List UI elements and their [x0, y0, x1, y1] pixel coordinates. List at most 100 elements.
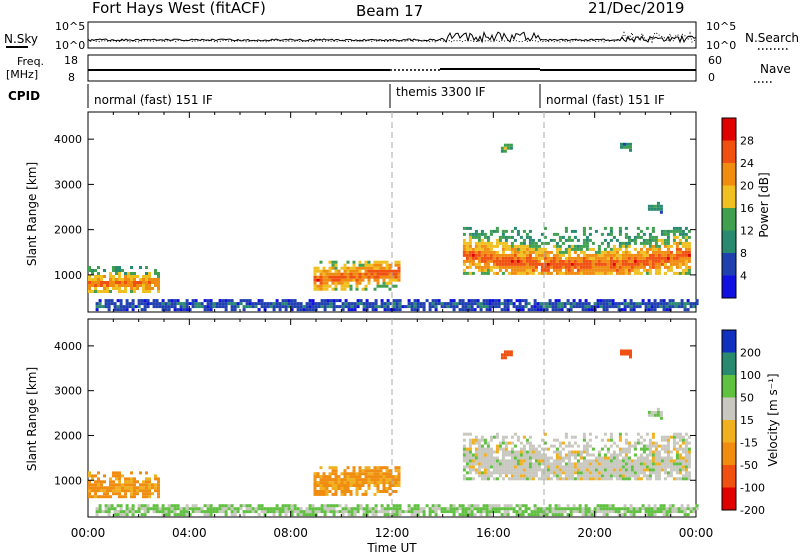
velocity-cell	[143, 504, 147, 508]
power-cell	[621, 262, 625, 266]
power-cell	[633, 235, 637, 239]
power-cell	[651, 265, 655, 269]
power-cell	[561, 235, 565, 239]
velocity-cell	[687, 474, 691, 478]
power-cell	[473, 302, 477, 306]
power-cell	[504, 244, 508, 248]
velocity-cell	[633, 465, 637, 469]
velocity-cell	[510, 456, 514, 460]
power-cell	[388, 281, 392, 285]
power-cell	[130, 275, 133, 278]
power-cell	[358, 278, 362, 282]
power-cell	[392, 305, 396, 309]
power-cell	[121, 278, 124, 281]
velocity-cell	[558, 444, 562, 448]
power-cell	[516, 265, 520, 269]
velocity-cell	[425, 504, 429, 508]
velocity-cell	[627, 471, 631, 475]
velocity-cell	[323, 513, 327, 517]
power-cell	[681, 241, 685, 245]
velocity-cell	[473, 513, 477, 517]
velocity-cell	[516, 471, 520, 475]
velocity-cell	[621, 462, 625, 466]
velocity-cell	[666, 441, 670, 445]
power-cell	[603, 238, 607, 242]
velocity-cell	[103, 495, 106, 499]
velocity-cell	[528, 468, 532, 472]
velocity-cell	[130, 489, 133, 493]
power-cell	[581, 308, 585, 312]
power-cell	[525, 250, 529, 254]
power-cell	[663, 265, 667, 269]
power-cell	[500, 149, 504, 153]
velocity-cell	[492, 450, 496, 454]
velocity-cell	[600, 459, 604, 463]
power-cell	[627, 244, 631, 248]
velocity-cell	[122, 513, 126, 517]
velocity-cell	[361, 481, 365, 485]
velocity-cell	[513, 468, 517, 472]
power-cell	[176, 302, 180, 306]
velocity-cell	[678, 465, 682, 469]
power-cell	[516, 268, 520, 272]
velocity-cell	[149, 507, 153, 511]
velocity-cell	[341, 513, 345, 517]
velocity-cell	[600, 474, 604, 478]
power-cell	[488, 299, 492, 303]
velocity-cell	[536, 507, 540, 511]
velocity-cell	[585, 474, 589, 478]
velocity-cell	[365, 504, 369, 508]
power-cell	[513, 262, 517, 266]
power-cell	[358, 272, 362, 276]
power-cell	[498, 256, 502, 260]
velocity-cell	[525, 468, 529, 472]
power-cell	[260, 302, 264, 306]
power-cell	[501, 247, 505, 251]
power-cell	[663, 232, 667, 236]
power-cell	[653, 204, 657, 208]
velocity-cell	[474, 453, 478, 457]
velocity-cell	[639, 477, 643, 481]
power-cell	[603, 262, 607, 266]
velocity-cell	[684, 432, 688, 436]
power-cell	[388, 278, 392, 282]
power-cell	[346, 260, 350, 264]
power-cell	[142, 284, 145, 287]
velocity-cell	[337, 487, 341, 490]
power-cell	[528, 244, 532, 248]
power-cell	[347, 308, 351, 312]
velocity-cell	[382, 481, 386, 485]
velocity-cell	[612, 456, 616, 460]
power-cell	[674, 305, 678, 309]
power-cell	[116, 305, 120, 309]
power-cell	[140, 302, 144, 306]
velocity-cell	[501, 441, 505, 445]
power-cell	[650, 308, 654, 312]
velocity-cell	[419, 507, 423, 511]
velocity-cell	[684, 459, 688, 463]
power-cell	[113, 302, 117, 306]
power-cell	[471, 262, 475, 266]
velocity-cell	[543, 468, 547, 472]
power-cell	[486, 241, 490, 245]
velocity-cell	[564, 444, 568, 448]
power-cell	[239, 299, 243, 303]
velocity-cell	[100, 483, 103, 487]
power-cell	[527, 308, 531, 312]
velocity-cell	[695, 507, 699, 511]
velocity-cell	[428, 507, 432, 511]
power-cell	[355, 281, 359, 285]
velocity-cell	[136, 489, 139, 493]
velocity-cell	[308, 513, 312, 517]
power-cell	[489, 259, 493, 263]
power-cell	[382, 269, 386, 273]
power-cell	[651, 244, 655, 248]
power-cell	[94, 269, 97, 272]
power-cell	[465, 247, 469, 251]
power-cell	[567, 256, 571, 260]
velocity-cell	[657, 462, 661, 466]
power-cell	[581, 302, 585, 306]
power-cell	[500, 146, 504, 150]
velocity-cell	[585, 462, 589, 466]
power-cell	[124, 275, 127, 278]
